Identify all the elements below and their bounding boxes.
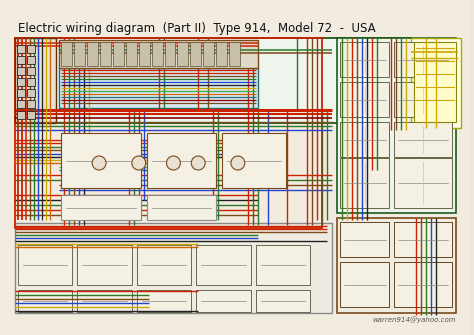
Bar: [146, 133, 216, 188]
Bar: [394, 262, 452, 307]
Bar: [59, 40, 258, 68]
Circle shape: [231, 156, 245, 170]
Bar: [337, 38, 456, 213]
Bar: [126, 42, 137, 66]
Bar: [229, 42, 240, 66]
Bar: [100, 42, 111, 66]
Bar: [137, 290, 191, 312]
Circle shape: [166, 156, 181, 170]
Bar: [15, 223, 332, 313]
Bar: [337, 218, 456, 313]
Bar: [77, 245, 132, 285]
Bar: [62, 133, 141, 188]
Bar: [137, 245, 191, 285]
Bar: [18, 290, 73, 312]
Bar: [15, 38, 411, 123]
Bar: [203, 42, 214, 66]
Bar: [216, 42, 227, 66]
Bar: [139, 42, 150, 66]
Bar: [411, 38, 461, 128]
Bar: [27, 89, 35, 97]
Bar: [152, 42, 163, 66]
Bar: [340, 158, 390, 208]
Bar: [15, 38, 322, 228]
Bar: [17, 56, 25, 64]
Bar: [17, 78, 25, 86]
Bar: [340, 222, 390, 257]
Bar: [164, 42, 175, 66]
Bar: [394, 42, 452, 77]
Bar: [62, 195, 141, 220]
Bar: [177, 42, 188, 66]
Circle shape: [191, 156, 205, 170]
Bar: [27, 67, 35, 75]
Bar: [340, 82, 390, 117]
Bar: [17, 89, 25, 97]
Bar: [196, 245, 251, 285]
Bar: [18, 245, 73, 285]
Bar: [27, 78, 35, 86]
Bar: [87, 42, 98, 66]
Bar: [414, 42, 456, 122]
Text: Electric wiring diagram  (Part II)  Type 914,  Model 72  -  USA: Electric wiring diagram (Part II) Type 9…: [18, 22, 375, 35]
Bar: [59, 68, 258, 108]
Bar: [394, 222, 452, 257]
Bar: [27, 45, 35, 53]
Bar: [27, 111, 35, 119]
Bar: [340, 262, 390, 307]
Bar: [17, 45, 25, 53]
Bar: [146, 195, 216, 220]
Bar: [394, 158, 452, 208]
Bar: [394, 122, 452, 157]
Bar: [196, 290, 251, 312]
Bar: [62, 42, 73, 66]
Bar: [190, 42, 201, 66]
Bar: [77, 290, 132, 312]
Bar: [74, 42, 85, 66]
Bar: [222, 133, 286, 188]
Bar: [340, 122, 390, 157]
Bar: [394, 82, 452, 117]
Bar: [17, 67, 25, 75]
Bar: [17, 100, 25, 108]
Bar: [27, 56, 35, 64]
Circle shape: [92, 156, 106, 170]
Bar: [255, 290, 310, 312]
Bar: [17, 111, 25, 119]
Text: warren914@yahoo.com: warren914@yahoo.com: [372, 316, 456, 323]
Bar: [15, 38, 56, 123]
Bar: [113, 42, 124, 66]
Bar: [340, 42, 390, 77]
Bar: [255, 245, 310, 285]
Circle shape: [132, 156, 146, 170]
Bar: [27, 100, 35, 108]
